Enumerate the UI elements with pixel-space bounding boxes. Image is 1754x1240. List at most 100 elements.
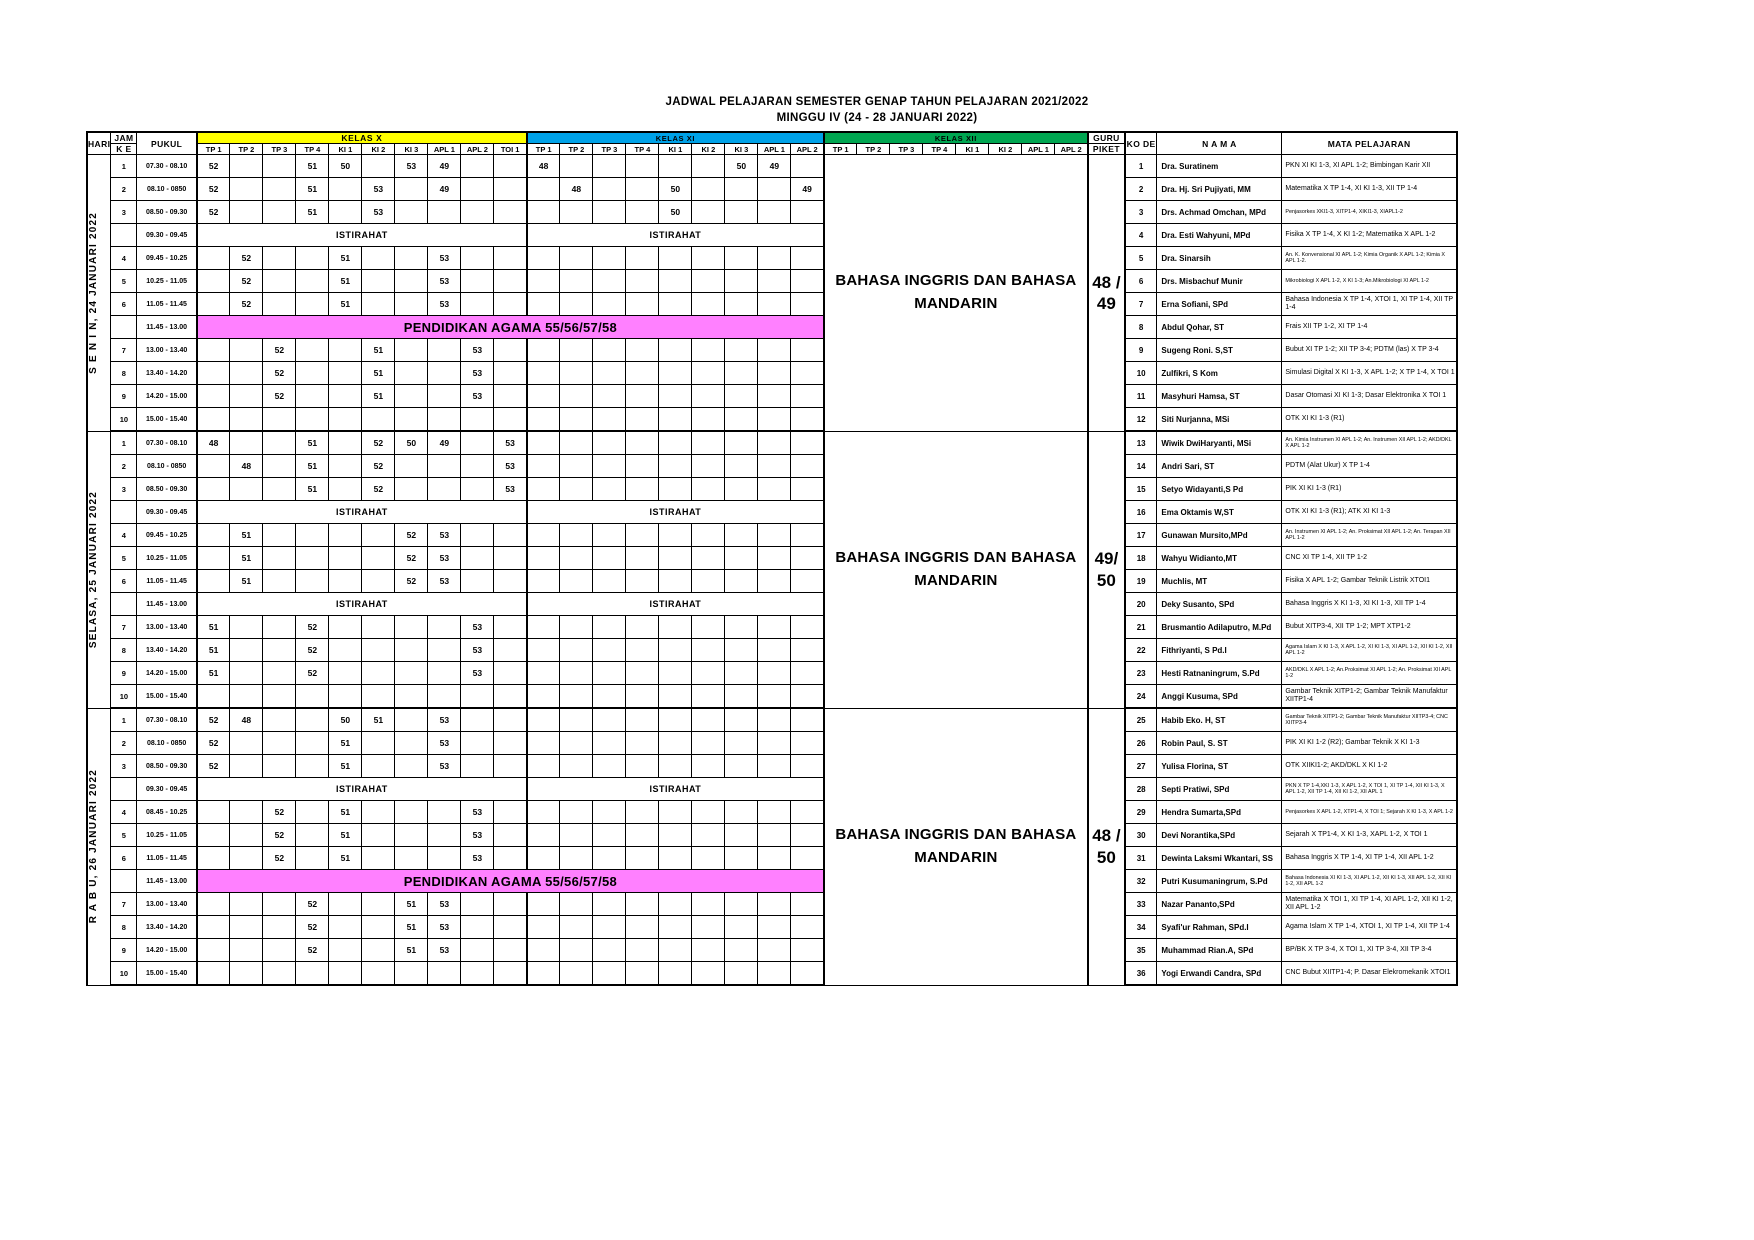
slot-cell[interactable]	[394, 477, 429, 501]
slot-cell[interactable]	[592, 338, 627, 362]
slot-cell[interactable]	[460, 892, 495, 916]
slot-cell[interactable]	[427, 384, 462, 408]
slot-cell[interactable]	[361, 938, 396, 962]
slot-cell[interactable]: 52	[262, 361, 297, 385]
slot-cell[interactable]	[262, 523, 297, 547]
slot-cell[interactable]	[559, 200, 594, 224]
slot-cell[interactable]	[691, 361, 726, 385]
slot-cell[interactable]	[427, 361, 462, 385]
slot-cell[interactable]	[724, 546, 759, 570]
slot-cell[interactable]	[460, 407, 495, 432]
slot-cell[interactable]	[493, 823, 528, 847]
slot-cell[interactable]	[592, 707, 627, 732]
slot-cell[interactable]	[625, 430, 660, 455]
slot-cell[interactable]	[195, 477, 231, 501]
slot-cell[interactable]	[493, 269, 528, 293]
slot-cell[interactable]	[493, 361, 528, 385]
slot-cell[interactable]	[195, 915, 231, 939]
slot-cell[interactable]	[625, 615, 660, 639]
slot-cell[interactable]: 53	[427, 269, 462, 293]
slot-cell[interactable]	[559, 407, 594, 432]
slot-cell[interactable]	[525, 430, 561, 455]
slot-cell[interactable]	[559, 661, 594, 685]
slot-cell[interactable]	[328, 915, 363, 939]
slot-cell[interactable]	[790, 407, 825, 432]
slot-cell[interactable]	[262, 915, 297, 939]
slot-cell[interactable]	[757, 546, 792, 570]
slot-cell[interactable]	[460, 546, 495, 570]
slot-cell[interactable]	[427, 961, 462, 986]
slot-cell[interactable]	[790, 823, 825, 847]
slot-cell[interactable]	[559, 292, 594, 316]
slot-cell[interactable]	[592, 569, 627, 593]
slot-cell[interactable]	[658, 454, 693, 478]
slot-cell[interactable]	[525, 800, 561, 824]
slot-cell[interactable]	[724, 846, 759, 870]
slot-cell[interactable]	[790, 615, 825, 639]
slot-cell[interactable]: 50	[394, 430, 429, 455]
slot-cell[interactable]	[195, 292, 231, 316]
slot-cell[interactable]	[361, 684, 396, 709]
slot-cell[interactable]	[460, 731, 495, 755]
slot-cell[interactable]	[724, 407, 759, 432]
slot-cell[interactable]	[262, 430, 297, 455]
slot-cell[interactable]	[658, 292, 693, 316]
slot-cell[interactable]	[790, 892, 825, 916]
slot-cell[interactable]	[460, 292, 495, 316]
slot-cell[interactable]	[757, 569, 792, 593]
slot-cell[interactable]	[229, 338, 264, 362]
slot-cell[interactable]	[559, 684, 594, 709]
slot-cell[interactable]	[790, 154, 825, 178]
slot-cell[interactable]	[658, 569, 693, 593]
slot-cell[interactable]	[691, 407, 726, 432]
slot-cell[interactable]	[658, 477, 693, 501]
slot-cell[interactable]	[295, 684, 330, 709]
slot-cell[interactable]	[525, 338, 561, 362]
slot-cell[interactable]	[493, 546, 528, 570]
slot-cell[interactable]	[262, 407, 297, 432]
slot-cell[interactable]: 53	[427, 938, 462, 962]
slot-cell[interactable]	[195, 684, 231, 709]
slot-cell[interactable]	[658, 546, 693, 570]
slot-cell[interactable]	[790, 961, 825, 986]
slot-cell[interactable]	[790, 569, 825, 593]
slot-cell[interactable]	[460, 246, 495, 270]
slot-cell[interactable]	[262, 754, 297, 778]
slot-cell[interactable]	[790, 800, 825, 824]
slot-cell[interactable]	[328, 892, 363, 916]
slot-cell[interactable]	[625, 915, 660, 939]
slot-cell[interactable]	[592, 892, 627, 916]
slot-cell[interactable]	[394, 292, 429, 316]
slot-cell[interactable]	[559, 361, 594, 385]
slot-cell[interactable]	[592, 292, 627, 316]
slot-cell[interactable]	[328, 938, 363, 962]
slot-cell[interactable]	[790, 915, 825, 939]
slot-cell[interactable]	[229, 823, 264, 847]
slot-cell[interactable]	[658, 731, 693, 755]
slot-cell[interactable]: 53	[427, 246, 462, 270]
slot-cell[interactable]	[394, 361, 429, 385]
slot-cell[interactable]	[592, 961, 627, 986]
slot-cell[interactable]	[691, 684, 726, 709]
slot-cell[interactable]	[724, 731, 759, 755]
slot-cell[interactable]	[625, 177, 660, 201]
slot-cell[interactable]	[328, 200, 363, 224]
slot-cell[interactable]: 51	[328, 823, 363, 847]
slot-cell[interactable]	[394, 800, 429, 824]
slot-cell[interactable]	[790, 292, 825, 316]
slot-cell[interactable]: 52	[295, 938, 330, 962]
slot-cell[interactable]	[790, 454, 825, 478]
slot-cell[interactable]	[427, 800, 462, 824]
slot-cell[interactable]: 52	[295, 915, 330, 939]
slot-cell[interactable]	[724, 338, 759, 362]
slot-cell[interactable]	[229, 154, 264, 178]
slot-cell[interactable]	[525, 384, 561, 408]
slot-cell[interactable]	[195, 384, 231, 408]
slot-cell[interactable]	[493, 615, 528, 639]
slot-cell[interactable]	[460, 915, 495, 939]
slot-cell[interactable]	[525, 615, 561, 639]
slot-cell[interactable]	[790, 638, 825, 662]
slot-cell[interactable]	[195, 892, 231, 916]
slot-cell[interactable]	[525, 477, 561, 501]
slot-cell[interactable]	[525, 661, 561, 685]
